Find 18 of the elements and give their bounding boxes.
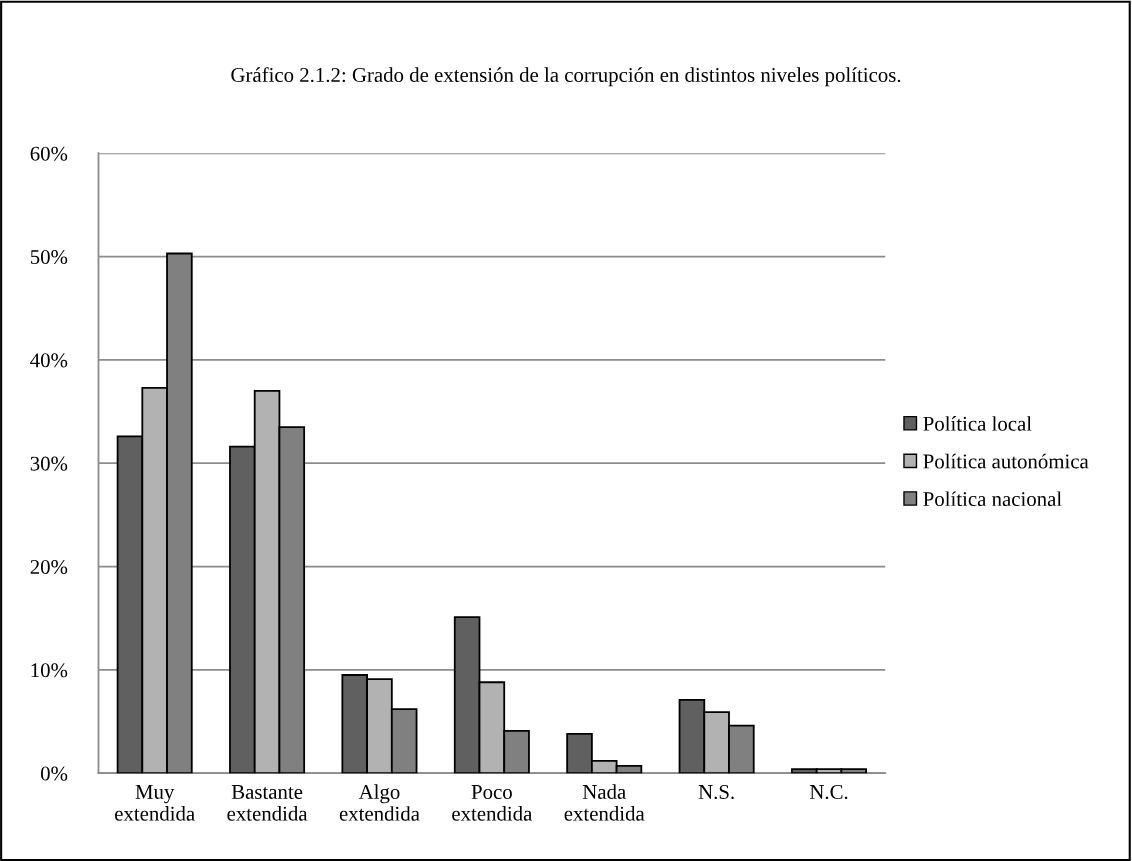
x-tick-label: Nada extendida [564,784,645,821]
x-tick-label: Poco extendida [452,785,533,821]
x-tick-label: N.C. [809,784,848,800]
y-tick-label: 50% [30,249,68,265]
y-tick-label: 0% [40,766,68,781]
y-tick-label: 60% [30,146,68,161]
chart-title: Gráfico 2.1.2: Grado de extensión de la corrupción en distintos niveles políticos. [231,67,901,87]
y-tick-label: 30% [30,456,68,471]
legend-label: Política nacional [923,491,1062,507]
x-tick-label: Muy extendida [115,785,195,821]
y-tick-label: 40% [30,353,68,368]
x-tick-label: Bastante extendida [227,785,308,821]
legend-label: Política autonómica [923,453,1089,469]
legend-label: Política local [923,416,1032,431]
x-tick-label: Algo extendida [339,784,420,821]
y-tick-label: 20% [30,559,68,575]
x-tick-label: N.S. [698,784,734,800]
y-tick-label: 10% [31,663,68,678]
